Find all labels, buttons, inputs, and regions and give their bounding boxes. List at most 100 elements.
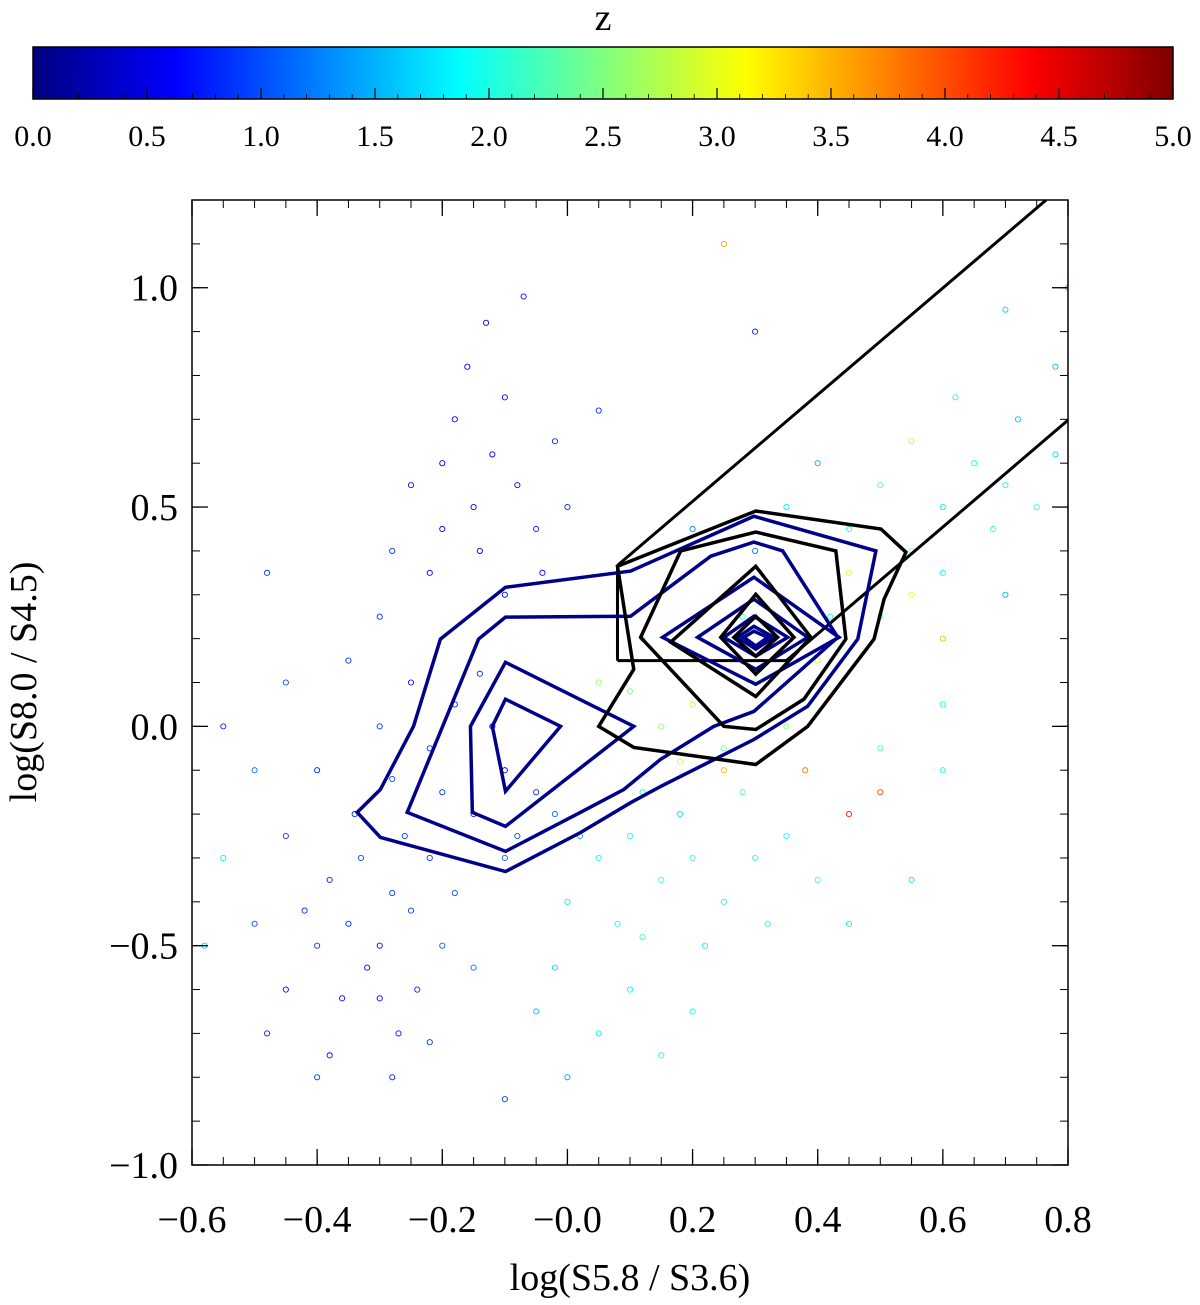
data-point [939, 635, 946, 642]
data-point [401, 832, 408, 840]
data-point [658, 723, 665, 730]
data-point [814, 657, 821, 664]
colorbar-tick-label: 0.5 [128, 120, 166, 153]
colorbar-tick-label: 2.5 [584, 120, 622, 153]
data-point [520, 293, 527, 300]
data-point [364, 964, 371, 971]
data-point [689, 701, 696, 708]
data-point [971, 460, 978, 467]
data-point [564, 1074, 571, 1081]
data-point [314, 767, 321, 774]
contours [354, 509, 909, 874]
data-point [952, 394, 959, 401]
x-tick-label: −0.2 [408, 1199, 477, 1241]
data-point [439, 460, 446, 467]
data-point [551, 964, 558, 971]
colorbar-tick-label: 4.5 [1040, 120, 1078, 153]
y-tick-label: −1.0 [109, 1145, 178, 1187]
data-point [314, 942, 321, 949]
data-point [739, 613, 746, 620]
data-point [877, 745, 884, 752]
data-point [1002, 591, 1009, 598]
y-tick-label: 1.0 [131, 268, 179, 310]
data-point [439, 942, 446, 949]
x-tick-label: 0.4 [794, 1199, 842, 1241]
data-point [414, 986, 421, 993]
data-point [483, 319, 490, 326]
x-tick-label: 0.2 [669, 1199, 717, 1241]
data-point [326, 1052, 333, 1059]
scatter-points [201, 240, 1068, 1103]
data-point [345, 657, 352, 664]
data-point [677, 758, 684, 765]
data-point [908, 438, 915, 445]
data-point [514, 482, 521, 489]
colorbar-tick-label: 1.5 [356, 120, 394, 153]
data-point [702, 942, 709, 949]
data-point [845, 811, 853, 818]
data-point [326, 876, 333, 883]
data-point [264, 569, 271, 576]
y-tick-label: 0.5 [131, 487, 179, 529]
data-point [720, 767, 727, 774]
colorbar-tick-label: 0.0 [14, 120, 52, 153]
data-point [1052, 363, 1059, 370]
data-point [783, 723, 790, 730]
data-point [677, 811, 684, 818]
data-point [376, 942, 383, 949]
data-point [939, 767, 946, 774]
data-point [720, 898, 727, 905]
data-point [689, 1008, 696, 1015]
data-point [439, 525, 446, 533]
data-point [220, 854, 227, 862]
data-point [939, 569, 946, 576]
data-point [720, 745, 727, 752]
contour-line [490, 696, 564, 796]
data-point [814, 460, 821, 467]
data-point [739, 789, 746, 796]
data-point [564, 898, 571, 905]
data-point [470, 964, 477, 971]
data-point [376, 613, 383, 620]
data-point [802, 767, 809, 774]
data-point [345, 920, 352, 927]
data-point [564, 503, 571, 511]
data-point [764, 920, 771, 927]
data-point [376, 723, 383, 730]
data-point [533, 525, 540, 533]
x-tick-label: −0.0 [533, 1199, 602, 1241]
y-tick-label: 0.0 [131, 706, 179, 748]
data-point [639, 933, 646, 940]
contour-line [694, 597, 811, 672]
data-point [439, 789, 446, 796]
data-point [426, 854, 433, 862]
contour-line [734, 624, 778, 652]
contour-line [720, 614, 792, 659]
data-point [595, 679, 602, 686]
data-point [533, 1008, 540, 1015]
data-point [282, 679, 289, 686]
data-point [1002, 306, 1009, 313]
data-point [389, 775, 396, 783]
colorbar-tick-label: 1.0 [242, 120, 280, 153]
data-point [389, 889, 396, 897]
data-point [689, 854, 696, 862]
data-point [407, 482, 415, 489]
contour-line [596, 509, 909, 767]
data-point [301, 907, 308, 914]
data-point [426, 569, 433, 576]
data-point [501, 854, 508, 862]
data-point [908, 876, 915, 883]
data-point [614, 920, 621, 927]
data-point [426, 1039, 433, 1046]
colorbar-title: z [595, 0, 612, 39]
data-point [877, 789, 884, 796]
data-point [1052, 451, 1059, 458]
data-point [845, 920, 853, 927]
data-point [989, 525, 996, 533]
data-point [395, 1030, 402, 1037]
wedge-lines [615, 200, 1068, 663]
data-point [845, 525, 853, 533]
data-point [501, 394, 508, 401]
data-point [251, 767, 258, 774]
